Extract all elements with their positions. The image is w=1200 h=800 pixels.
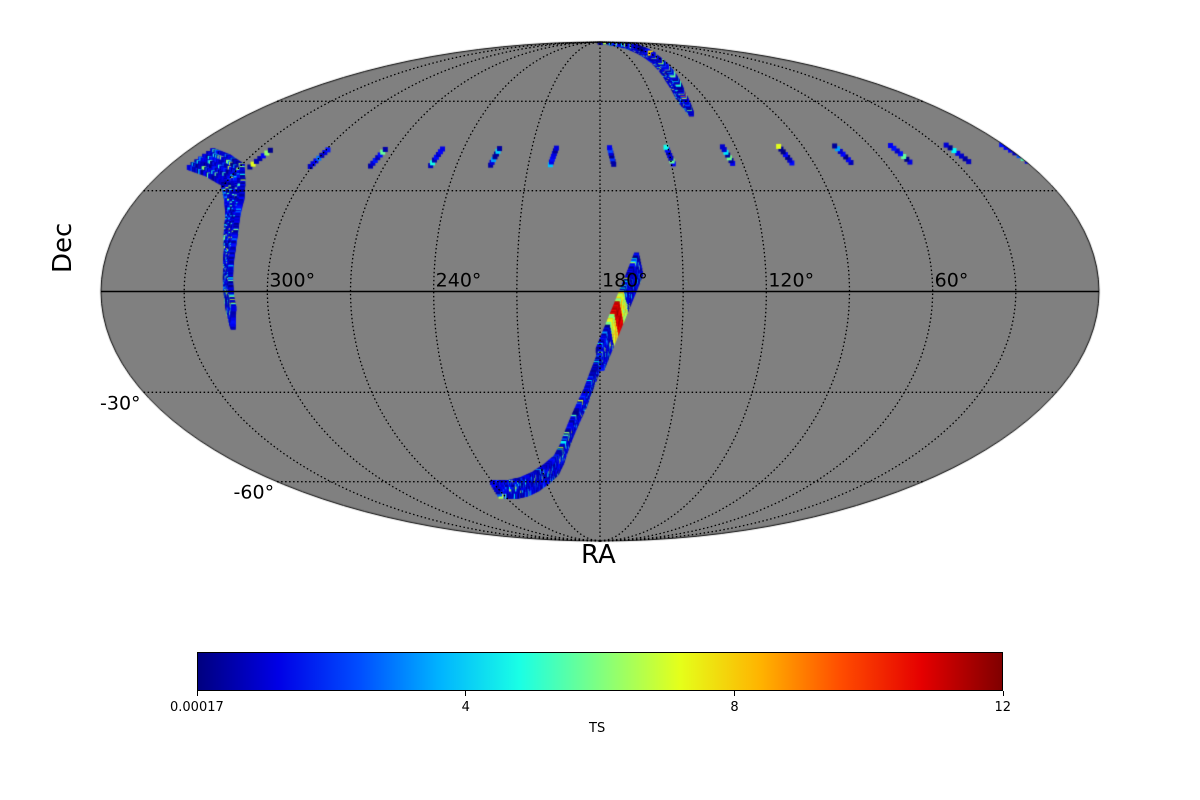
colorbar-tick-mark xyxy=(1002,691,1004,696)
dec-tick-label: -60° xyxy=(234,482,275,504)
colorbar-tick-mark xyxy=(465,691,467,696)
ra-tick-label: 300° xyxy=(269,270,315,292)
ra-tick-label: 120° xyxy=(768,270,814,292)
meridian-line xyxy=(266,41,601,542)
colorbar-tick-mark xyxy=(733,691,735,696)
colorbar-tick-label: 0.00017 xyxy=(170,700,224,715)
colorbar-tick-label: 8 xyxy=(730,700,739,715)
tick-labels: 300° 240° 180° 120° 60° -30° -60° xyxy=(100,270,968,504)
meridian-line xyxy=(599,41,934,542)
colorbar-tick-mark xyxy=(196,691,198,696)
ra-tick-label: 180° xyxy=(602,270,648,292)
ra-axis-label: RA xyxy=(581,540,616,570)
colorbar-label: TS xyxy=(589,721,606,736)
dec-axis-label: Dec xyxy=(48,222,78,273)
graticule xyxy=(101,41,1099,542)
colorbar-tick-label: 12 xyxy=(994,700,1012,715)
colorbar-tick-label: 4 xyxy=(461,700,470,715)
ra-tick-label: 60° xyxy=(935,270,969,292)
meridian-line xyxy=(433,41,601,542)
ra-tick-label: 240° xyxy=(436,270,482,292)
meridian-line xyxy=(599,41,767,542)
colorbar xyxy=(197,652,1003,691)
dec-tick-label: -30° xyxy=(100,392,141,414)
